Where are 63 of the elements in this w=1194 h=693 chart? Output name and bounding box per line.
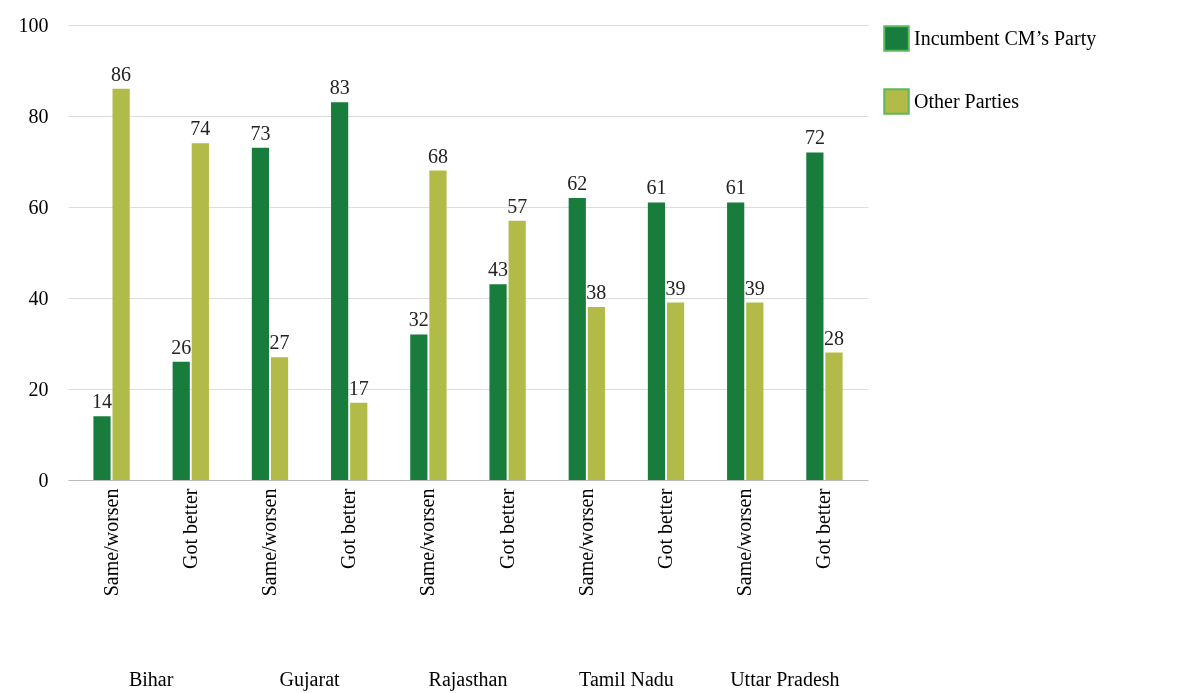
data-label: 43: [488, 258, 509, 281]
text: Bihar: [128, 668, 174, 690]
data-label: 32: [408, 308, 429, 331]
data-label: 86: [111, 62, 132, 85]
legend-label: Other Parties: [914, 89, 1020, 112]
x-tick-label: Got better: [812, 488, 835, 570]
bar: [647, 202, 666, 480]
data-label: 26: [171, 335, 192, 358]
y-tick-label: 100: [18, 13, 49, 36]
bar: [806, 152, 824, 480]
y-tick-label: 80: [28, 104, 49, 127]
x-tick-label: Got better: [337, 488, 360, 570]
bar: [666, 302, 685, 480]
y-tick-label: 0: [38, 468, 49, 491]
bar: [191, 143, 209, 480]
y-tick-label: 60: [28, 195, 49, 218]
data-label: 73: [250, 121, 271, 144]
bar: [489, 284, 507, 480]
text: Rajasthan: [428, 668, 508, 691]
x-tick-label: Got better: [178, 488, 201, 570]
data-label: 14: [92, 390, 112, 413]
data-label: 74: [190, 117, 211, 140]
data-label: 68: [427, 144, 448, 167]
x-tick-label: Got better: [654, 488, 677, 570]
x-tick-label: Got better: [495, 488, 518, 570]
bar: [429, 170, 447, 480]
bar: [331, 102, 349, 480]
data-label: 61: [646, 176, 667, 199]
bar: [172, 361, 190, 480]
bar: [270, 357, 289, 480]
data-label: 27: [269, 331, 290, 354]
bar: [508, 220, 526, 480]
data-label: 83: [329, 76, 350, 99]
data-label: 17: [348, 376, 369, 399]
text: Tamil Nadu: [579, 668, 674, 690]
y-tick-label: 40: [28, 286, 49, 309]
data-label: 62: [567, 171, 588, 194]
bar: [568, 197, 586, 480]
data-label: 61: [725, 176, 746, 199]
x-tick-label: Same/worsen: [99, 488, 122, 597]
bar: [350, 402, 368, 480]
x-tick-label: Same/worsen: [257, 488, 280, 597]
text: Uttar Pradesh: [730, 668, 840, 690]
bar: [825, 352, 843, 480]
bar: [727, 202, 745, 480]
data-label: 39: [744, 276, 765, 299]
bar: [587, 307, 605, 480]
text: Gujarat: [279, 668, 341, 691]
bar: [746, 302, 764, 480]
bar: [93, 416, 111, 480]
bar: [112, 88, 130, 480]
data-label: 57: [507, 194, 528, 217]
bar: [251, 147, 270, 480]
legend-label: Incumbent CM’s Party: [914, 26, 1097, 50]
bar: [410, 334, 428, 480]
data-label: 38: [586, 281, 607, 304]
y-tick-label: 20: [28, 377, 49, 400]
x-tick-label: Same/worsen: [733, 488, 756, 597]
data-label: 28: [824, 326, 844, 349]
x-tick-label: Same/worsen: [416, 488, 439, 597]
data-label: 72: [804, 126, 825, 149]
data-label: 39: [665, 276, 686, 299]
x-tick-label: Same/worsen: [574, 488, 597, 597]
